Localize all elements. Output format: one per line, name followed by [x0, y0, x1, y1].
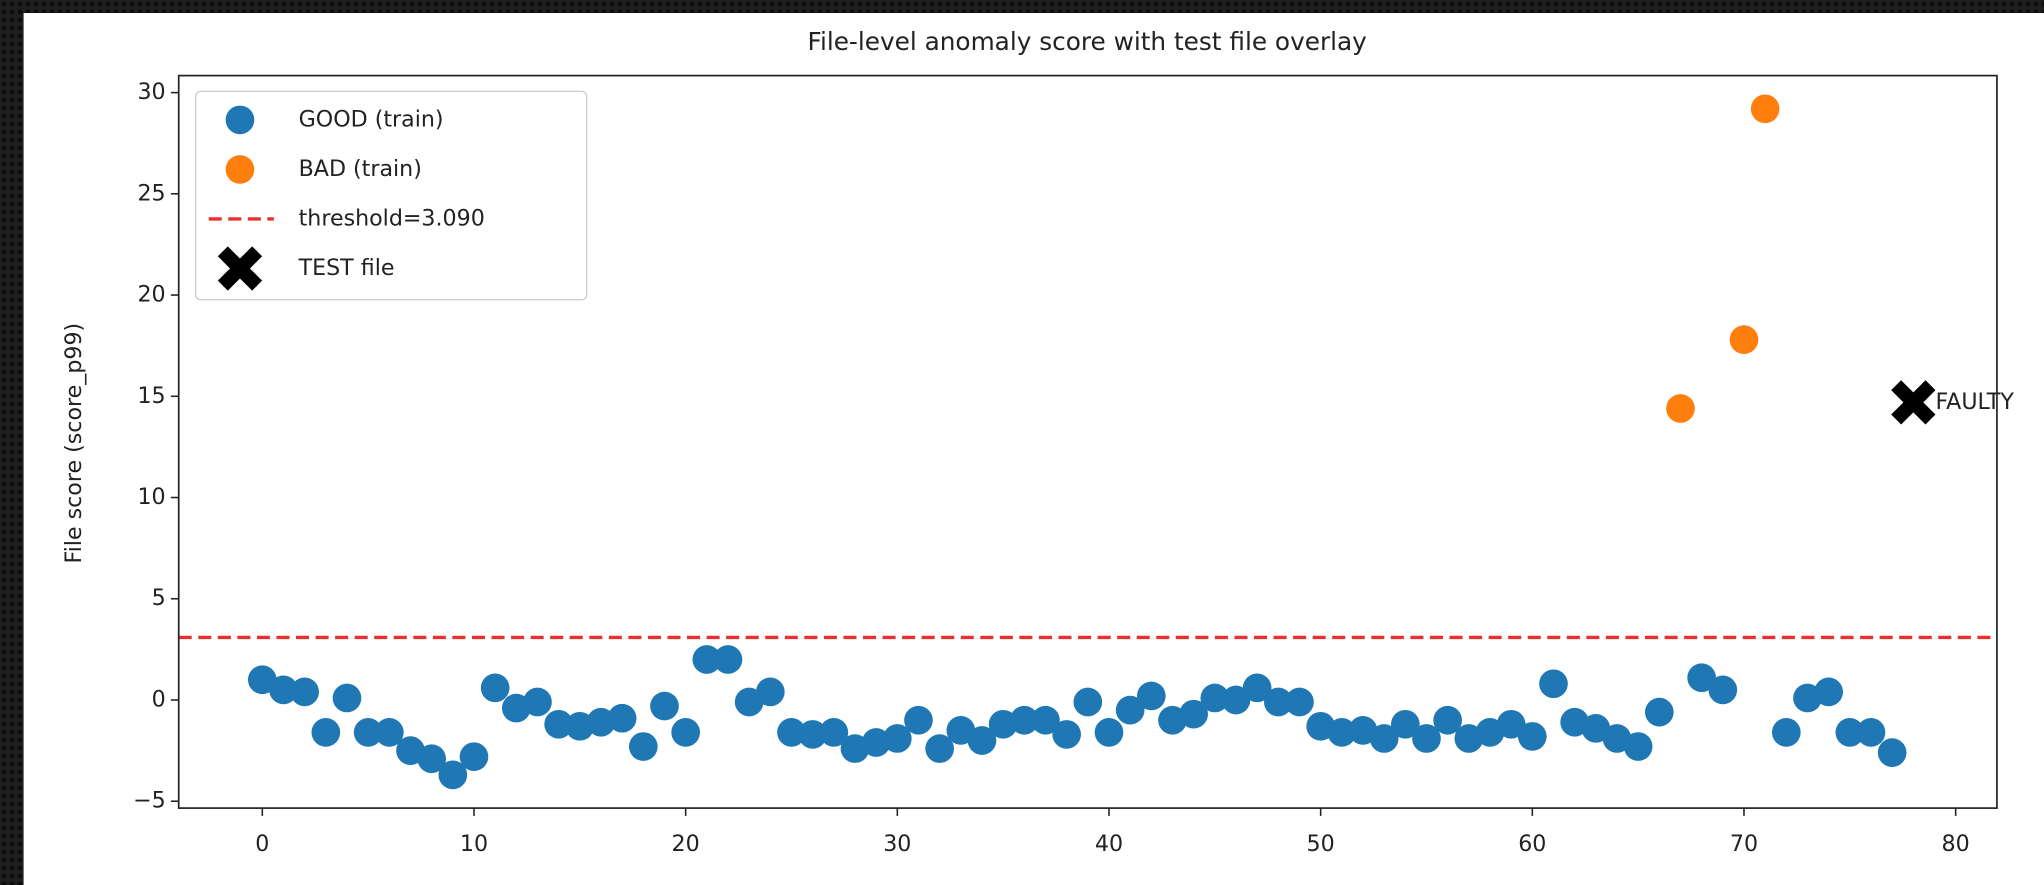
x-tick-label: 20 [672, 831, 700, 857]
x-tick-label: 30 [883, 831, 911, 857]
point [417, 744, 446, 774]
x-tick-label: 50 [1307, 831, 1335, 857]
y-tick-label: 25 [137, 180, 165, 206]
point [1623, 732, 1653, 761]
point [1771, 718, 1801, 747]
point [480, 673, 510, 703]
legend-marker [225, 105, 255, 135]
point [1073, 687, 1103, 717]
x-tick-label: 60 [1518, 831, 1546, 857]
legend-label: threshold=3.090 [299, 205, 485, 231]
point [438, 760, 468, 790]
y-tick-label: 15 [137, 383, 165, 409]
point [1094, 718, 1124, 747]
point [904, 705, 933, 735]
point [311, 718, 341, 747]
chart-title: File-level anomaly score with test file … [808, 27, 1367, 56]
plot-frame [177, 74, 1998, 809]
legend-box [195, 90, 588, 301]
legend-label: GOOD (train) [299, 106, 444, 132]
point [565, 711, 595, 741]
y-tick-label: 20 [137, 282, 165, 308]
legend: GOOD (train) BAD (train) threshold=3.090 TE… [195, 90, 588, 301]
point [1856, 718, 1886, 747]
y-tick-label: 5 [152, 585, 166, 611]
x-tick-label: 70 [1730, 831, 1758, 857]
point [459, 742, 489, 772]
x-tick-label: 40 [1095, 831, 1123, 857]
point [628, 732, 658, 761]
point [1009, 705, 1039, 735]
point [1433, 705, 1462, 735]
point [1496, 709, 1526, 739]
point [882, 724, 912, 753]
point [1031, 705, 1060, 735]
point [671, 718, 700, 747]
point [967, 726, 997, 755]
point [692, 645, 722, 674]
point [755, 677, 785, 707]
point [1390, 709, 1420, 739]
point [925, 734, 954, 763]
point [544, 709, 573, 739]
point [269, 675, 298, 705]
legend-label: BAD (train) [299, 156, 422, 182]
point [1687, 663, 1716, 693]
y-tick-label: 0 [152, 686, 166, 712]
point [1242, 673, 1272, 703]
point [1517, 722, 1547, 751]
point [1221, 685, 1251, 715]
point [988, 709, 1018, 739]
point [1814, 677, 1843, 707]
x-tick-label: 10 [460, 831, 488, 857]
point [1115, 695, 1145, 725]
point [1539, 669, 1568, 699]
point [1136, 681, 1166, 711]
point [713, 645, 743, 674]
y-tick-label: −5 [133, 788, 166, 814]
annotation: FAULTY [1935, 389, 2014, 415]
test-marker [1891, 380, 1936, 425]
point [861, 728, 891, 757]
point [1412, 724, 1441, 753]
point [523, 687, 552, 717]
x-tick-label: 0 [255, 831, 269, 857]
legend-marker [217, 246, 263, 291]
point [1369, 724, 1399, 753]
x-tick-label: 80 [1942, 831, 1970, 857]
point [777, 718, 806, 747]
point [1285, 687, 1314, 717]
point [1666, 394, 1695, 423]
point [1179, 699, 1208, 729]
point [332, 683, 362, 713]
point [1052, 720, 1081, 749]
point [1708, 675, 1738, 705]
point [1644, 697, 1674, 727]
y-tick-label: 30 [137, 79, 165, 105]
point [290, 677, 319, 707]
point [1750, 94, 1780, 124]
point [819, 718, 849, 747]
point [607, 703, 637, 733]
point [798, 720, 827, 749]
point [1263, 687, 1293, 717]
y-tick-label: 10 [137, 484, 165, 510]
point [1835, 718, 1865, 747]
point [586, 707, 616, 737]
point [650, 691, 679, 721]
y-axis-label: File score (score_p99) [61, 323, 87, 564]
point [1729, 325, 1759, 354]
point [374, 718, 404, 747]
point [353, 718, 383, 747]
point [1327, 718, 1357, 747]
legend-label: TEST file [298, 255, 395, 281]
point [1200, 683, 1230, 713]
legend-marker [225, 155, 255, 184]
point [1877, 738, 1907, 767]
